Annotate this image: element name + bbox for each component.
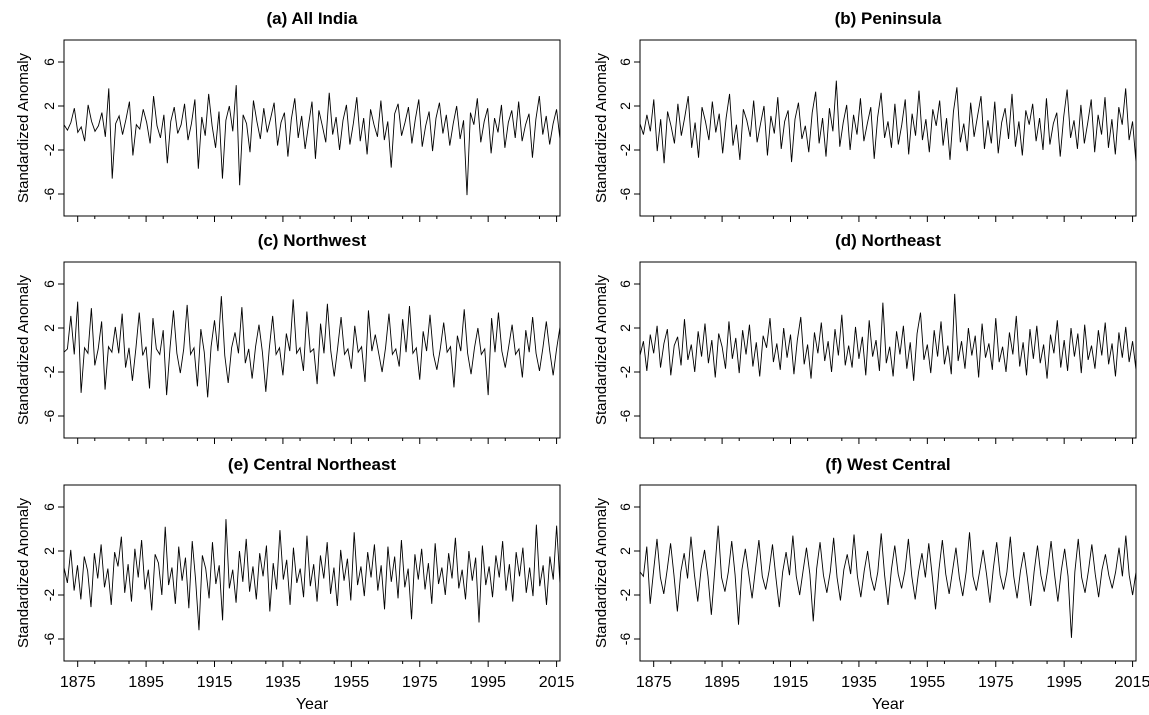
- panel-4: (d) Northeast Standardized Anomaly -6 -2 2 6: [593, 231, 1137, 444]
- y-tick-label: -2: [41, 366, 57, 379]
- y-tick-label: -6: [617, 410, 633, 423]
- panel-2: (b) Peninsula Standardized Anomaly -6 -2 2 6: [593, 9, 1137, 222]
- x-tick-label: 1915: [773, 674, 809, 691]
- y-tick-label: 2: [617, 324, 633, 332]
- x-tick-label: 1995: [470, 674, 506, 691]
- y-tick-label: 2: [41, 324, 57, 332]
- plot-frame: [639, 484, 1137, 662]
- panel-6: (f) West Central Standardized Anomaly -6 -2…: [593, 455, 1149, 713]
- y-tick-label: 2: [41, 547, 57, 555]
- plot-frame: [639, 39, 1137, 217]
- series-line: [63, 296, 561, 398]
- y-tick-label: -2: [617, 589, 633, 602]
- y-tick-label: 6: [41, 58, 57, 66]
- x-tick-label: 1935: [841, 674, 877, 691]
- panel-title: (b) Peninsula: [835, 9, 942, 28]
- y-tick-label: -6: [41, 410, 57, 423]
- y-axis-label: Standardized Anomaly: [15, 497, 32, 648]
- series-line: [639, 525, 1137, 638]
- panel-title: (f) West Central: [825, 455, 950, 474]
- y-tick-label: -6: [41, 633, 57, 646]
- y-tick-label: -2: [617, 144, 633, 157]
- series-line: [63, 519, 561, 631]
- panel-title: (e) Central Northeast: [228, 455, 396, 474]
- series-line: [639, 293, 1137, 381]
- y-tick-label: 2: [41, 102, 57, 110]
- x-tick-label: 1915: [197, 674, 233, 691]
- y-tick-label: -6: [617, 633, 633, 646]
- panel-title: (d) Northeast: [835, 231, 941, 250]
- x-tick-label: 1975: [402, 674, 438, 691]
- panel-1: (a) All India Standardized Anomaly -6 -2 2 6: [15, 9, 561, 222]
- y-tick-label: -2: [41, 589, 57, 602]
- series-line: [639, 80, 1137, 164]
- x-tick-label: 1875: [60, 674, 96, 691]
- x-tick-label: 1995: [1046, 674, 1082, 691]
- x-tick-label: 1895: [128, 674, 164, 691]
- y-tick-label: 6: [617, 503, 633, 511]
- plot-frame: [639, 261, 1137, 439]
- x-tick-label: 1955: [334, 674, 370, 691]
- x-tick-label: 1955: [910, 674, 946, 691]
- series-line: [63, 85, 561, 196]
- x-tick-label: 2015: [1115, 674, 1149, 691]
- y-tick-label: -6: [41, 188, 57, 201]
- x-tick-label: 2015: [539, 674, 575, 691]
- y-axis-label: Standardized Anomaly: [593, 497, 610, 648]
- y-axis-label: Standardized Anomaly: [593, 274, 610, 425]
- y-tick-label: -2: [617, 366, 633, 379]
- y-tick-label: 6: [41, 503, 57, 511]
- x-axis-label: Year: [296, 696, 329, 713]
- plot-frame: [63, 261, 561, 439]
- y-tick-label: 6: [617, 280, 633, 288]
- plot-frame: [63, 484, 561, 662]
- y-axis-label: Standardized Anomaly: [593, 52, 610, 203]
- panel-3: (c) Northwest Standardized Anomaly -6 -2 2 6: [15, 231, 561, 444]
- x-tick-label: 1895: [704, 674, 740, 691]
- y-tick-label: 2: [617, 102, 633, 110]
- y-tick-label: -6: [617, 188, 633, 201]
- y-tick-label: 6: [617, 58, 633, 66]
- y-tick-label: 2: [617, 547, 633, 555]
- y-axis-label: Standardized Anomaly: [15, 52, 32, 203]
- y-axis-label: Standardized Anomaly: [15, 274, 32, 425]
- panel-title: (a) All India: [267, 9, 359, 28]
- x-tick-label: 1975: [978, 674, 1014, 691]
- panel-title: (c) Northwest: [258, 231, 367, 250]
- plot-frame: [63, 39, 561, 217]
- y-tick-label: 6: [41, 280, 57, 288]
- x-tick-label: 1875: [636, 674, 672, 691]
- x-tick-label: 1935: [265, 674, 301, 691]
- y-tick-label: -2: [41, 144, 57, 157]
- x-axis-label: Year: [872, 696, 905, 713]
- panel-5: (e) Central Northeast Standardized Anomal…: [15, 455, 574, 713]
